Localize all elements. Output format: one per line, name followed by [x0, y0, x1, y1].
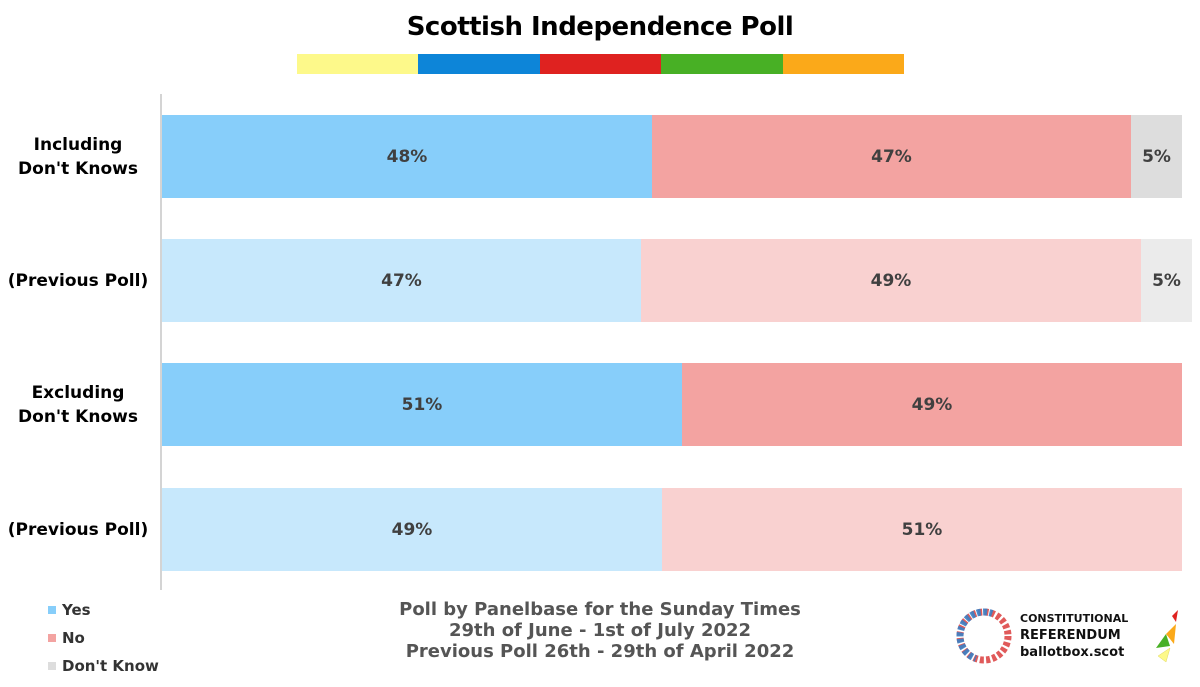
bar-segment-no: 47%: [652, 115, 1131, 198]
data-label: 48%: [386, 146, 428, 167]
color-strip-segment: [418, 54, 540, 74]
category-label-line: Don't Knows: [18, 406, 138, 427]
data-label: 47%: [871, 146, 912, 167]
category-label: Excluding Don't Knows: [0, 381, 156, 429]
logo-line-3: ballotbox.scot: [1020, 645, 1125, 660]
legend: Yes No Don't Know: [48, 596, 159, 680]
bar-segment-yes: 47%: [162, 239, 641, 322]
party-color-strip: [297, 54, 905, 74]
bar-segment-yes: 48%: [162, 115, 652, 198]
bar-row: 51% 49%: [162, 363, 1182, 446]
chart-title: Scottish Independence Poll: [406, 12, 794, 42]
bar-segment-no: 49%: [682, 363, 1182, 446]
bar-row: 49% 51%: [162, 488, 1182, 571]
data-label: 49%: [911, 394, 953, 415]
data-label: 49%: [391, 519, 433, 540]
color-strip-segment: [297, 54, 419, 74]
category-axis-line: [160, 94, 162, 590]
data-label: 47%: [381, 270, 422, 291]
ballotbox-logo: CONSTITUTIONAL REFERENDUM ballotbox.scot: [952, 604, 1192, 676]
bar-segment-yes: 51%: [162, 363, 682, 446]
category-label: (Previous Poll): [0, 269, 156, 293]
referendum-ring-icon: [956, 608, 1012, 664]
legend-item: Don't Know: [48, 652, 159, 680]
bar-segment-dont-know: 5%: [1141, 239, 1192, 322]
bar-segment-no: 51%: [662, 488, 1182, 571]
logo-line-2: REFERENDUM: [1020, 628, 1121, 643]
category-label-line: Excluding: [31, 382, 125, 403]
ballot-box-scotland-mark-icon: [1156, 610, 1178, 663]
legend-label: Yes: [62, 601, 91, 619]
color-strip-segment: [539, 54, 662, 74]
source-line-3: Previous Poll 26th - 29th of April 2022: [405, 641, 795, 662]
legend-label: Don't Know: [62, 657, 159, 675]
source-note: Poll by Panelbase for the Sunday Times 2…: [360, 599, 840, 662]
category-label-line: Don't Knows: [18, 158, 138, 179]
category-label-line: Including: [33, 134, 123, 155]
bar-segment-no: 49%: [641, 239, 1141, 322]
data-label: 51%: [401, 394, 443, 415]
bar-segment-yes: 49%: [162, 488, 662, 571]
legend-label: No: [62, 629, 85, 647]
data-label: 5%: [1152, 270, 1181, 291]
legend-swatch: [48, 662, 56, 670]
bar-row: 47% 49% 5%: [162, 239, 1192, 322]
logo-line-1: CONSTITUTIONAL: [1020, 612, 1129, 625]
category-label: Including Don't Knows: [0, 133, 156, 181]
data-label: 49%: [870, 270, 912, 291]
source-line-2: 29th of June - 1st of July 2022: [448, 620, 752, 641]
bar-segment-dont-know: 5%: [1131, 115, 1182, 198]
category-label-line: (Previous Poll): [7, 270, 149, 291]
data-label: 5%: [1142, 146, 1171, 167]
legend-item: Yes: [48, 596, 159, 624]
legend-item: No: [48, 624, 159, 652]
category-label: (Previous Poll): [0, 518, 156, 542]
color-strip-segment: [661, 54, 783, 74]
source-line-1: Poll by Panelbase for the Sunday Times: [399, 599, 801, 620]
data-label: 51%: [901, 519, 943, 540]
logo-text: CONSTITUTIONAL REFERENDUM ballotbox.scot: [1020, 610, 1128, 661]
legend-swatch: [48, 634, 56, 642]
category-label-line: (Previous Poll): [7, 519, 149, 540]
legend-swatch: [48, 606, 56, 614]
color-strip-segment: [782, 54, 905, 74]
bar-row: 48% 47% 5%: [162, 115, 1182, 198]
